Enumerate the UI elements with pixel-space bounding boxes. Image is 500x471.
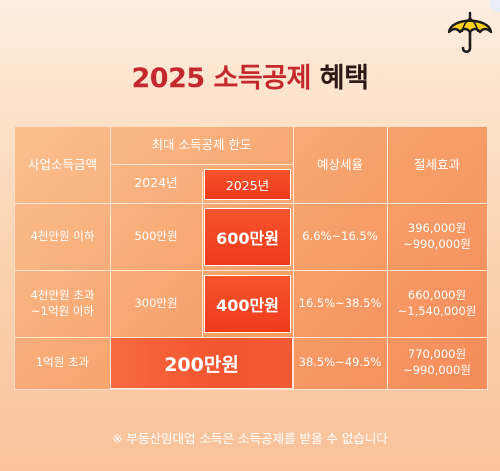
window-corner-icon	[490, 0, 500, 12]
row2-limit-2025: 400만원	[204, 275, 291, 333]
header-tax-rate: 예상세율	[316, 156, 363, 172]
row2-saving: 660,000원 ~1,540,000원	[387, 270, 487, 337]
row3-tax-rate: 38.5%~49.5%	[298, 355, 382, 370]
row2-income-line1: 4천만원 초과	[30, 287, 95, 302]
row1-saving-line2: ~990,000원	[403, 236, 471, 251]
grid-line	[15, 270, 487, 271]
header-year-2025: 2025년	[204, 169, 291, 200]
row1-income: 4천만원 이하	[30, 228, 95, 243]
title-highlight: 2025 소득공제	[131, 63, 312, 94]
umbrella-icon	[447, 11, 493, 54]
header-saving: 절세효과	[413, 156, 460, 172]
row2-tax-rate: 16.5%~38.5%	[298, 295, 382, 310]
row2-income-line2: ~1억원 이하	[31, 303, 94, 318]
grid-line	[15, 203, 487, 204]
header-year-2024: 2024년	[134, 175, 178, 191]
row1-tax-rate: 6.6%~16.5%	[302, 228, 378, 243]
row3-saving: 770,000원 ~990,000원	[387, 337, 487, 389]
header-income: 사업소득금액	[27, 156, 97, 172]
footnote: ※ 부동산임대업 소득은 소득공제를 받을 수 없습니다	[112, 431, 388, 446]
deduction-table: 사업소득금액 최대 소득공제 한도 2024년 2025년 예상세율 절세효과 …	[14, 126, 488, 390]
grid-line	[387, 127, 388, 389]
row2-limit-2024: 300만원	[134, 295, 178, 310]
row2-saving-line1: 660,000원	[407, 287, 467, 302]
row2-income: 4천만원 초과 ~1억원 이하	[15, 270, 110, 337]
row3-saving-line1: 770,000원	[407, 347, 467, 362]
page-title: 2025 소득공제 혜택	[0, 56, 500, 95]
grid-line	[293, 127, 294, 389]
row1-saving-line1: 396,000원	[407, 220, 467, 235]
grid-line	[202, 172, 203, 337]
row3-limit-both: 200만원	[110, 337, 293, 389]
grid-line	[110, 127, 111, 337]
grid-line	[110, 164, 293, 165]
row1-limit-2025: 600만원	[204, 208, 291, 266]
title-rest: 혜택	[310, 63, 369, 94]
row3-saving-line2: ~990,000원	[403, 363, 471, 377]
row3-income: 1억원 초과	[35, 355, 90, 370]
row1-saving: 396,000원 ~990,000원	[387, 203, 487, 270]
row2-saving-line2: ~1,540,000원	[397, 303, 477, 318]
header-max-limit: 최대 소득공제 한도	[151, 137, 252, 153]
row1-limit-2024: 500만원	[134, 228, 178, 243]
